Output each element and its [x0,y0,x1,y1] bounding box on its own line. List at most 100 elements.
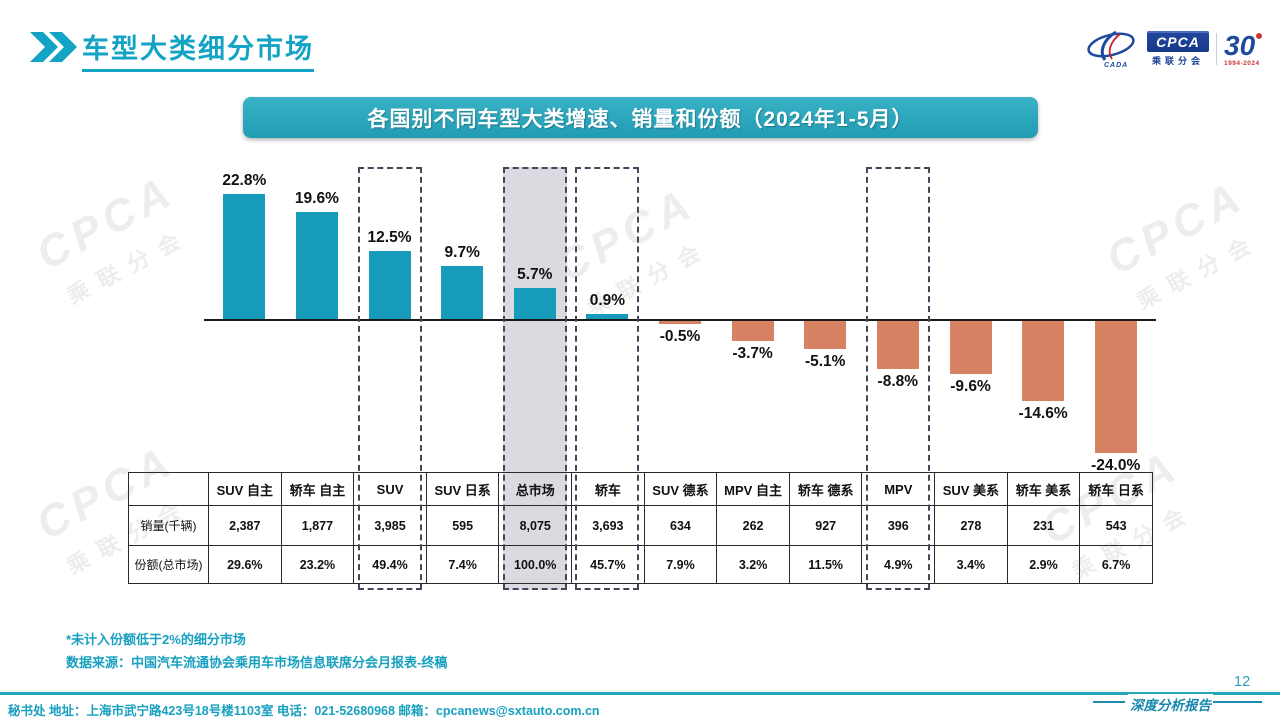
bar-value-label: -24.0% [1091,456,1141,474]
table-header-cell: 轿车 自主 [280,472,355,506]
table-cell: 231 [1006,505,1081,546]
table-cell: 6.7% [1079,545,1153,584]
chart-bar-8 [731,321,774,342]
chart-bar-10 [876,321,919,370]
double-chevron-icon [30,32,77,62]
chart-bar-3 [368,250,411,319]
table-cell: 278 [934,505,1008,546]
table-header-cell: SUV 德系 [643,472,718,506]
table-cell: 1,877 [280,505,355,546]
chart-title: 各国别不同车型大类增速、销量和份额（2024年1-5月） [367,107,914,131]
table-cell: 396 [861,505,936,546]
market-data-table: SUV 自主 轿车 自主 SUV SUV 日系 总市场 轿车 SUV 德系 MPV 自主 轿车 … [128,472,1153,584]
footnote-share-threshold: *未计入份额低于2%的细分市场 [66,632,246,647]
table-cell: 29.6% [208,545,282,584]
watermark-chinese-text: 乘联分会 [62,223,195,310]
bar-value-label: 5.7% [517,265,553,283]
table-cell: 2.9% [1006,545,1081,584]
cpca-logo: CADA CPCA 乘联分会 30 1994-2024 [1086,29,1262,68]
cpca-chinese-name: 乘联分会 [1151,56,1204,66]
svg-text:CADA: CADA [1104,62,1128,68]
chart-bar-4 [441,265,484,319]
chart-bar-2 [295,211,338,319]
chart-bar-5 [513,287,556,319]
table-cell: 927 [788,505,863,546]
anniversary-badge: 30 1994-2024 [1224,29,1262,67]
bar-value-label: 22.8% [222,172,267,190]
table-header-cell: 轿车 德系 [788,472,863,506]
chart-bar-12 [1022,321,1065,401]
bar-value-label: 9.7% [444,243,480,261]
anniversary-number: 30 [1224,29,1256,61]
table-row-label: 份额(总市场) [128,545,209,584]
chart-bar-9 [804,321,847,349]
report-label-left-line [1093,701,1125,703]
cpca-acronym: CPCA [1156,33,1200,50]
bar-value-label: -0.5% [659,327,701,345]
table-corner-cell [128,472,209,506]
bar-value-label: -14.6% [1018,405,1068,422]
bar-value-label: -9.6% [950,377,991,395]
table-header-cell: MPV 自主 [716,472,790,506]
table-header-cell: 轿车 日系 [1079,472,1153,506]
table-header-cell: 总市场 [498,472,573,506]
table-header-cell: SUV [353,472,427,506]
footnote-data-source: 数据来源：中国汽车流通协会乘用车市场信息联席分会月报表-终稿 [66,655,448,670]
logo-divider [1216,33,1217,65]
table-header-cell: 轿车 [571,472,645,506]
table-cell: 4.9% [861,545,936,584]
table-cell: 100.0% [498,545,573,584]
table-cell: 11.5% [788,545,863,584]
chart-bar-1 [223,194,266,319]
table-header-cell: SUV 自主 [208,472,282,506]
table-cell: 7.4% [425,545,500,584]
bar-value-label: 19.6% [294,189,339,207]
footer-divider-line [0,692,1280,695]
table-header-row: SUV 自主 轿车 自主 SUV SUV 日系 总市场 轿车 SUV 德系 MPV 自主 轿车 … [128,472,1153,506]
table-cell: 8,075 [498,505,573,546]
watermark: CPCA 乘联分会 [29,166,202,314]
table-cell: 262 [716,505,790,546]
table-cell: 3,985 [353,505,427,546]
page-number: 12 [1234,674,1251,690]
table-header-cell: 轿车 美系 [1006,472,1081,506]
bar-value-label: -5.1% [804,352,846,370]
table-cell: 49.4% [353,545,427,584]
table-header-cell: MPV [861,472,936,506]
bar-chart: 22.8% 19.6% 12.5% 9.7% 5.7% 0.9% -0.5% -3.7% -5.… [204,165,1156,474]
table-row: 份额(总市场) 29.6% 23.2% 49.4% 7.4% 100.0% 45.7% 7.9… [128,545,1153,584]
table-cell: 2,387 [208,505,282,546]
table-cell: 3.4% [934,545,1008,584]
anniversary-dot [1255,33,1262,39]
bar-value-label: -8.8% [877,373,919,391]
table-cell: 595 [425,505,500,546]
footer-contact-info: 秘书处 地址：上海市武宁路423号18号楼1103室 电话：021-526809… [8,704,600,718]
table-cell: 543 [1079,505,1153,546]
report-type-label: 深度分析报告 [1128,694,1213,714]
chart-bar-11 [949,321,992,374]
table-header-cell: SUV 美系 [934,472,1008,506]
table-cell: 7.9% [643,545,718,584]
table-header-cell: SUV 日系 [425,472,500,506]
watermark-cpca-text: CPCA [28,166,183,280]
table-row: 销量(千辆) 2,387 1,877 3,985 595 8,075 3,693 634 262… [128,505,1153,546]
chart-title-banner: 各国别不同车型大类增速、销量和份额（2024年1-5月） [243,97,1038,138]
x-axis-line [204,319,1156,321]
table-cell: 3.2% [716,545,790,584]
chart-bar-13 [1094,321,1137,453]
table-cell: 634 [643,505,718,546]
report-label-right-line [1210,701,1262,703]
cpca-wordmark: CPCA 乘联分会 [1147,31,1209,67]
table-cell: 45.7% [571,545,645,584]
table-row-label: 销量(千辆) [128,505,209,546]
anniversary-years: 1994-2024 [1224,59,1260,67]
table-cell: 3,693 [571,505,645,546]
bar-value-label: 0.9% [589,292,626,310]
cpca-swoosh-icon: CADA [1087,30,1135,68]
bar-value-label: -3.7% [732,345,773,363]
chart-bar-7 [659,321,701,324]
table-cell: 23.2% [280,545,355,584]
page-title: 车型大类细分市场 [82,27,314,72]
bar-value-label: 12.5% [367,228,412,246]
